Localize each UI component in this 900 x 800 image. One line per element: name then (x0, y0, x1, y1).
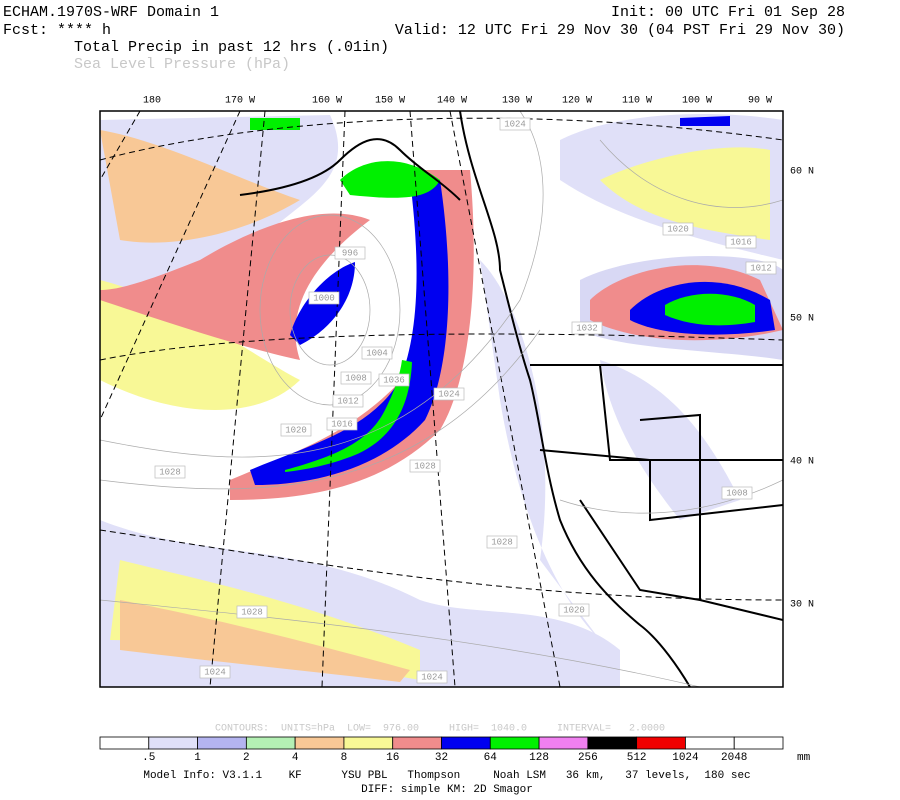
isobar-label-box (154, 465, 186, 479)
isobar-label: 1012 (337, 396, 359, 406)
colorbar-label: 2 (243, 752, 250, 764)
isobar-label: 1008 (726, 488, 748, 498)
isobar-label-box (416, 670, 448, 684)
isobar-label-box (332, 394, 364, 408)
init-time: Init: 00 UTC Fri 01 Sep 28 (611, 4, 845, 21)
isobar-label: 1008 (345, 373, 367, 383)
colorbar-box (294, 736, 345, 750)
colorbar-box (99, 736, 150, 750)
isobar-label: 1020 (563, 605, 585, 615)
colorbar-label: 2048 (721, 752, 747, 764)
colorbar-box (245, 736, 296, 750)
isobar-label-box (662, 222, 694, 236)
isobar-label: 1028 (159, 467, 181, 477)
isobar-label-box (199, 665, 231, 679)
colorbar-label: 1 (194, 752, 201, 764)
longitude-label: 100 W (682, 96, 712, 107)
isobar-label-box (745, 261, 777, 275)
isobar-label-box (280, 423, 312, 437)
longitude-label: 180 (143, 96, 161, 107)
isobar-label-box (433, 387, 465, 401)
longitude-label: 160 W (312, 96, 342, 107)
model-title: ECHAM.1970S-WRF Domain 1 (3, 4, 219, 21)
isobar-label: 1000 (313, 293, 335, 303)
model-info: Model Info: V3.1.1 KF YSU PBL Thompson N… (143, 770, 750, 782)
longitude-label: 150 W (375, 96, 405, 107)
colorbar-box (733, 736, 784, 750)
model-diff: DIFF: simple KM: 2D Smagor (361, 784, 533, 796)
isobar-label-box (409, 459, 441, 473)
isobar-label-box (558, 603, 590, 617)
isobar-label: 1020 (667, 224, 689, 234)
colorbar-label: .5 (142, 752, 155, 764)
isobar-label: 1024 (438, 389, 460, 399)
isobar-label-box (725, 235, 757, 249)
map: 1024 1020 1016 1012 1032 1000 996 1004 1008 1036 1… (99, 110, 784, 688)
colorbar-box (587, 736, 638, 750)
colorbar-box (538, 736, 589, 750)
forecast-hour: Fcst: **** h (3, 22, 111, 39)
isobar-label: 1024 (504, 119, 526, 129)
colorbar-box (441, 736, 491, 750)
colorbar-label: 32 (435, 752, 448, 764)
isobar-label-box (378, 373, 410, 387)
colorbar-label: 256 (578, 752, 598, 764)
colorbar-unit: mm (797, 752, 811, 764)
isobar-label-box (499, 117, 531, 131)
isobar-label: 1028 (414, 461, 436, 471)
isobar-label: 1028 (241, 607, 263, 617)
isobar-label-box (326, 417, 358, 431)
colorbar-box (148, 736, 198, 750)
isobar-label-box (721, 486, 753, 500)
isobar-label: 1016 (331, 419, 353, 429)
isobar-label-box (308, 291, 340, 305)
longitude-label: 170 W (225, 96, 255, 107)
field-title: Total Precip in past 12 hrs (.01in) (74, 39, 389, 56)
isobar-label-box (486, 535, 518, 549)
valid-time: Valid: 12 UTC Fri 29 Nov 30 (04 PST Fri … (395, 22, 845, 39)
colorbar-label: 4 (292, 752, 299, 764)
isobar-label: 1012 (750, 263, 772, 273)
isobar-label: 1024 (204, 667, 226, 677)
isobar-label-box (340, 371, 372, 385)
isobar-label: 1020 (285, 425, 307, 435)
field-title: Sea Level Pressure (hPa) (74, 56, 290, 73)
isobar-label-box (571, 321, 603, 335)
longitude-label: 120 W (562, 96, 592, 107)
isobar-label: 1032 (576, 323, 598, 333)
isobar-label: 996 (342, 248, 358, 258)
colorbar-label: 8 (341, 752, 348, 764)
latitude-label: 30 N (790, 600, 814, 611)
isobar-label: 1036 (383, 375, 405, 385)
isobar-label-box (236, 605, 268, 619)
longitude-label: 110 W (622, 96, 652, 107)
isobar-label: 1016 (730, 237, 752, 247)
colorbar-label: 128 (529, 752, 549, 764)
colorbar-box (685, 736, 735, 750)
isobar-label: 1004 (366, 348, 388, 358)
colorbar-box (636, 736, 686, 750)
colorbar-label: 512 (627, 752, 647, 764)
latitude-label: 60 N (790, 167, 814, 178)
latitude-label: 40 N (790, 457, 814, 468)
isobar-label: 1024 (421, 672, 443, 682)
isobar-label-box (361, 346, 393, 360)
longitude-label: 90 W (748, 96, 772, 107)
colorbar-label: 64 (484, 752, 498, 764)
isobar-label: 1028 (491, 537, 513, 547)
longitude-label: 140 W (437, 96, 467, 107)
colorbar-label: 1024 (672, 752, 699, 764)
latitude-label: 50 N (790, 314, 814, 325)
colorbar-label: 16 (386, 752, 399, 764)
longitude-label: 130 W (502, 96, 532, 107)
contour-info: CONTOURS: UNITS=hPa LOW= 976.00 HIGH= 10… (215, 723, 665, 735)
isobar-label-box (334, 246, 366, 260)
colorbar-box (343, 736, 394, 750)
colorbar-box (197, 736, 247, 750)
colorbar-box (489, 736, 540, 750)
colorbar-box (392, 736, 442, 750)
